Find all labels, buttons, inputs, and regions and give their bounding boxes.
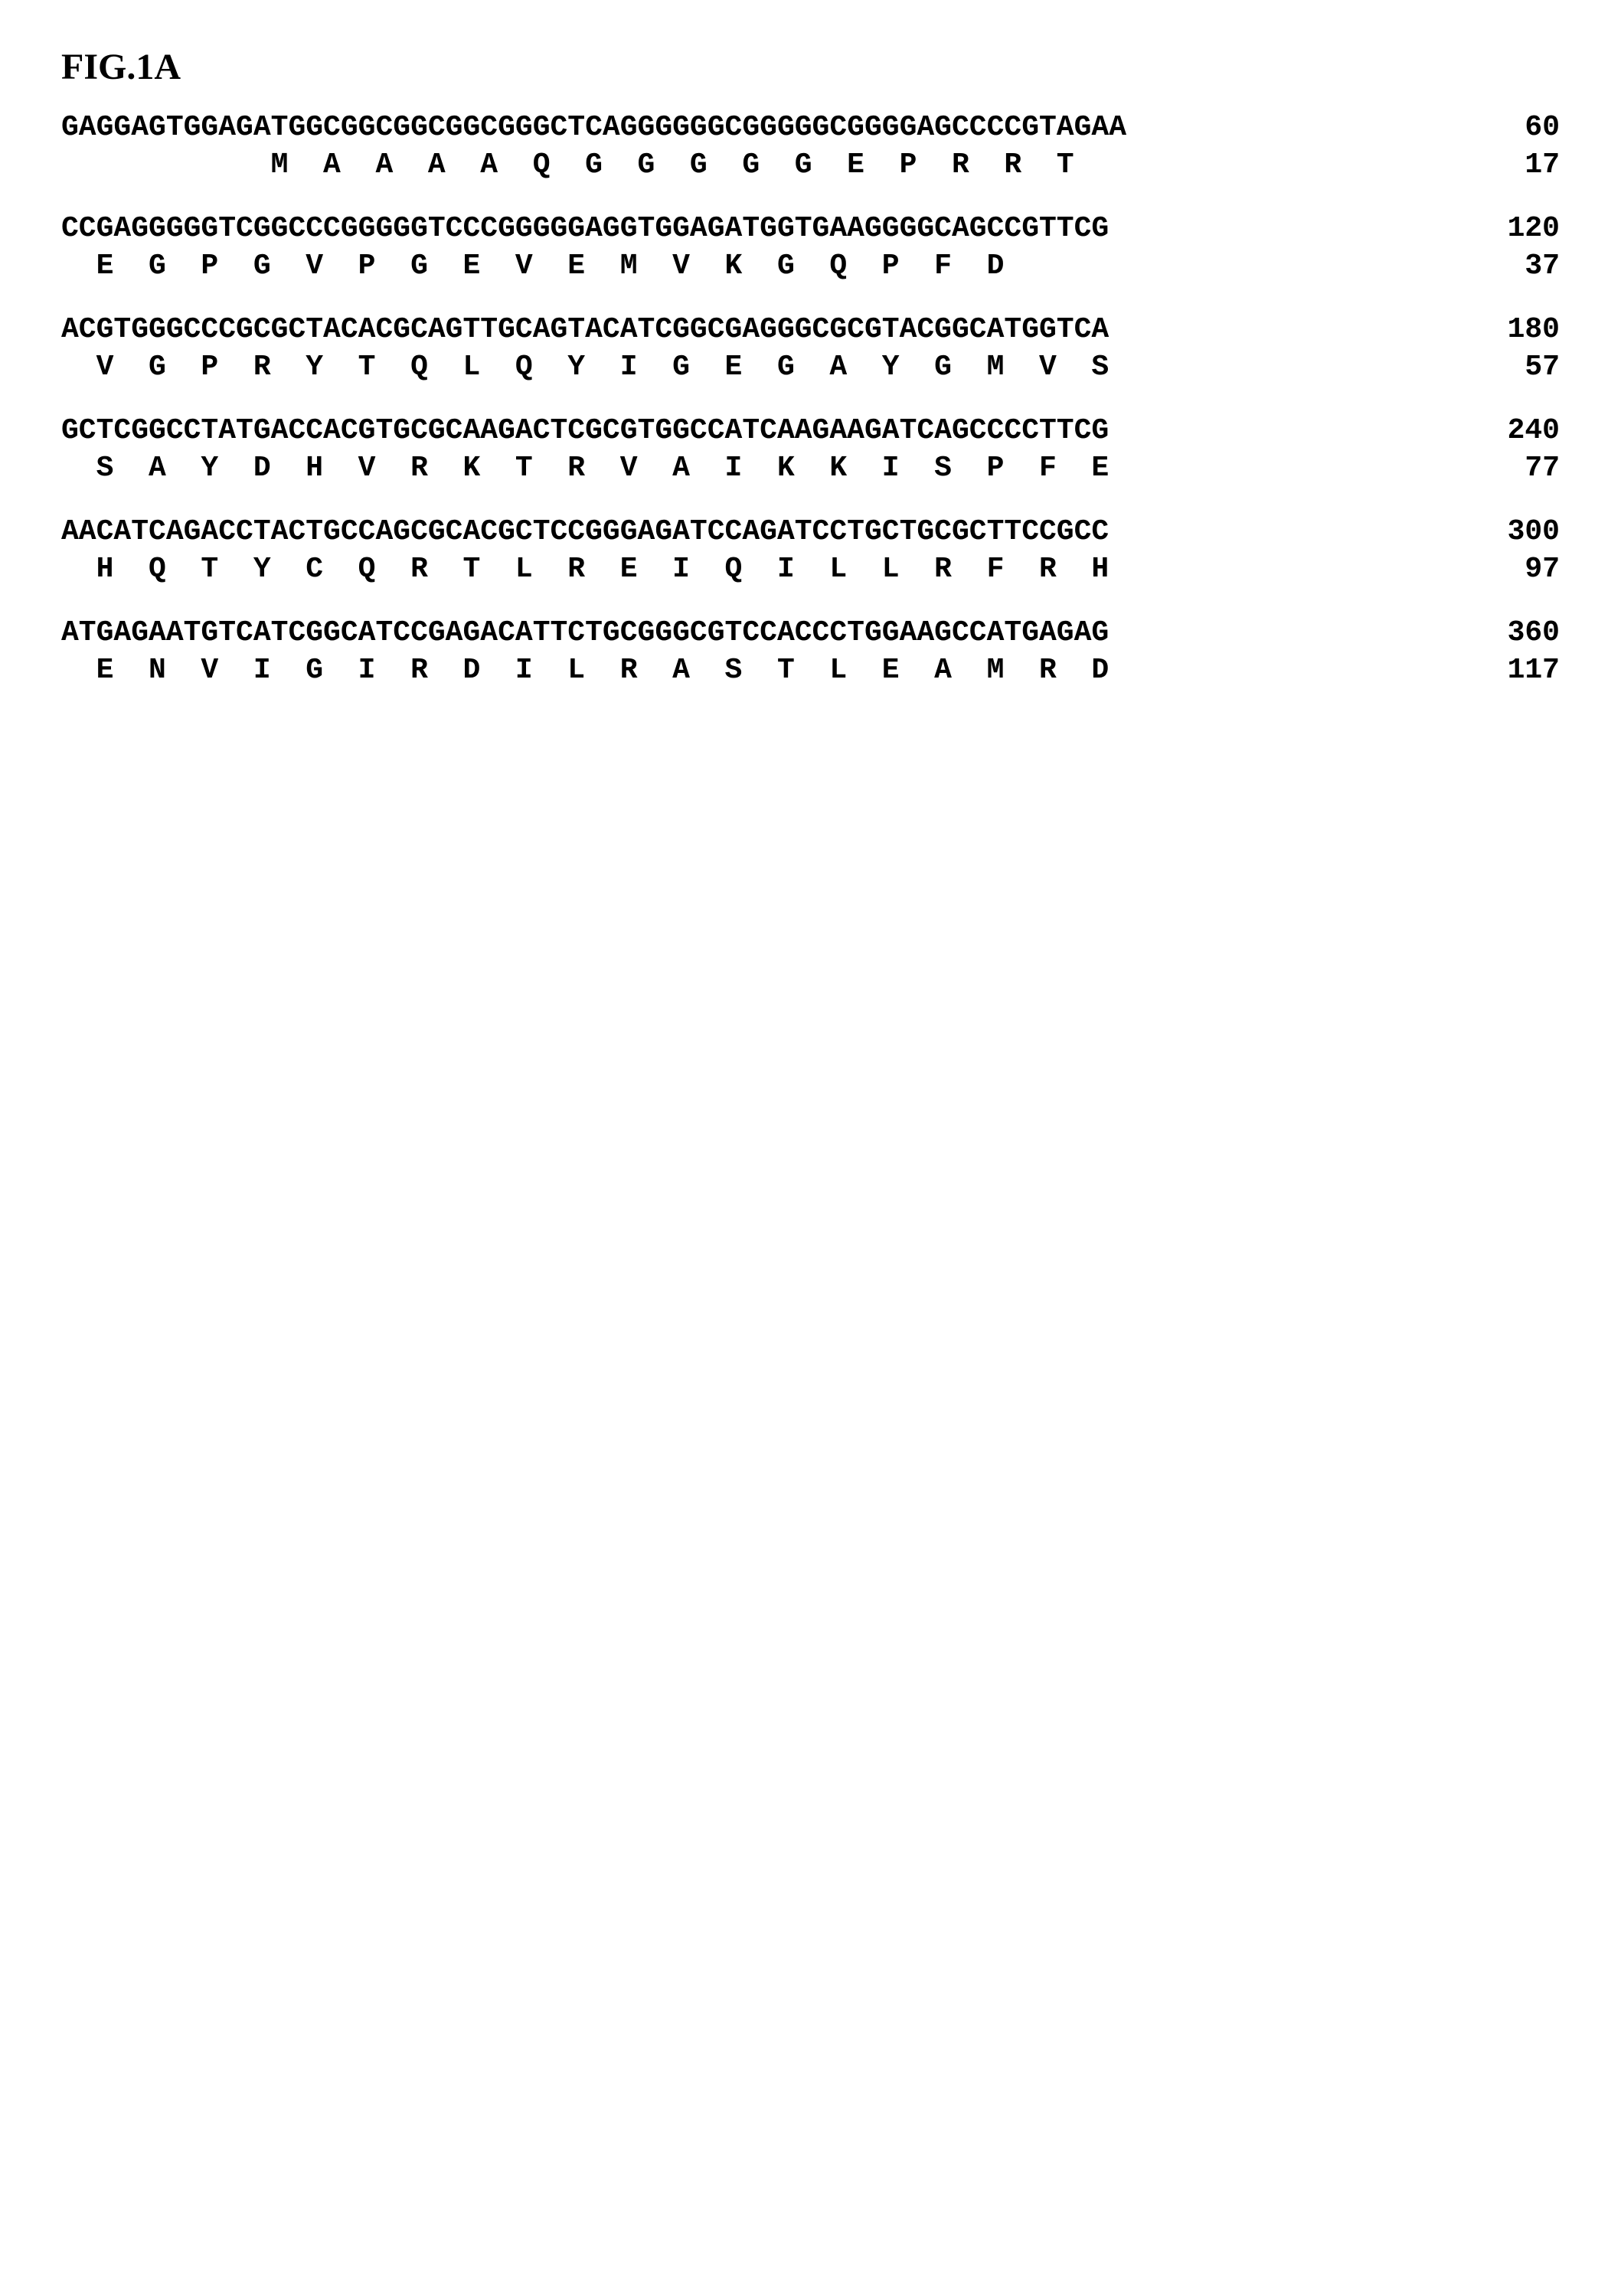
nucleotide-row: ATGAGAATGTCATCGGCATCCGAGACATTCTGCGGGCGTC… — [61, 616, 1560, 649]
amino-acid-sequence: E G P G V P G E V E M V K G Q P F D — [61, 250, 1004, 283]
figure-label: FIG.1A — [61, 46, 1560, 88]
amino-acid-count: 97 — [1491, 553, 1560, 586]
sequence-block: GAGGAGTGGAGATGGCGGCGGCGGCGGGCTCAGGGGGGCG… — [61, 111, 1560, 181]
nucleotide-sequence: CCGAGGGGGTCGGCCCGGGGGTCCCGGGGGAGGTGGAGAT… — [61, 212, 1109, 245]
nucleotide-sequence: ACGTGGGCCCGCGCTACACGCAGTTGCAGTACATCGGCGA… — [61, 313, 1109, 346]
nucleotide-count: 180 — [1491, 313, 1560, 346]
nucleotide-count: 300 — [1491, 515, 1560, 548]
amino-acid-count: 17 — [1491, 149, 1560, 181]
nucleotide-sequence: AACATCAGACCTACTGCCAGCGCACGCTCCGGGAGATCCA… — [61, 515, 1109, 548]
sequence-block: AACATCAGACCTACTGCCAGCGCACGCTCCGGGAGATCCA… — [61, 515, 1560, 586]
nucleotide-row: AACATCAGACCTACTGCCAGCGCACGCTCCGGGAGATCCA… — [61, 515, 1560, 548]
amino-acid-count: 117 — [1491, 654, 1560, 687]
amino-acid-count: 77 — [1491, 452, 1560, 485]
amino-acid-row: E N V I G I R D I L R A S T L E A M R D 1… — [61, 654, 1560, 687]
sequence-block: GCTCGGCCTATGACCACGTGCGCAAGACTCGCGTGGCCAT… — [61, 414, 1560, 485]
sequence-block: CCGAGGGGGTCGGCCCGGGGGTCCCGGGGGAGGTGGAGAT… — [61, 212, 1560, 283]
amino-acid-sequence: S A Y D H V R K T R V A I K K I S P F E — [61, 452, 1109, 485]
amino-acid-row: E G P G V P G E V E M V K G Q P F D 37 — [61, 250, 1560, 283]
nucleotide-sequence: ATGAGAATGTCATCGGCATCCGAGACATTCTGCGGGCGTC… — [61, 616, 1109, 649]
sequence-block: ACGTGGGCCCGCGCTACACGCAGTTGCAGTACATCGGCGA… — [61, 313, 1560, 384]
amino-acid-count: 37 — [1491, 250, 1560, 283]
nucleotide-sequence: GAGGAGTGGAGATGGCGGCGGCGGCGGGCTCAGGGGGGCG… — [61, 111, 1126, 144]
amino-acid-row: S A Y D H V R K T R V A I K K I S P F E 7… — [61, 452, 1560, 485]
nucleotide-count: 240 — [1491, 414, 1560, 447]
amino-acid-count: 57 — [1491, 351, 1560, 384]
amino-acid-sequence: V G P R Y T Q L Q Y I G E G A Y G M V S — [61, 351, 1109, 384]
nucleotide-row: ACGTGGGCCCGCGCTACACGCAGTTGCAGTACATCGGCGA… — [61, 313, 1560, 346]
amino-acid-row: V G P R Y T Q L Q Y I G E G A Y G M V S 5… — [61, 351, 1560, 384]
nucleotide-count: 120 — [1491, 212, 1560, 245]
amino-acid-row: H Q T Y C Q R T L R E I Q I L L R F R H 9… — [61, 553, 1560, 586]
amino-acid-sequence: E N V I G I R D I L R A S T L E A M R D — [61, 654, 1109, 687]
nucleotide-row: GAGGAGTGGAGATGGCGGCGGCGGCGGGCTCAGGGGGGCG… — [61, 111, 1560, 144]
sequence-block: ATGAGAATGTCATCGGCATCCGAGACATTCTGCGGGCGTC… — [61, 616, 1560, 687]
amino-acid-row: M A A A A Q G G G G G E P R R T 17 — [61, 149, 1560, 181]
nucleotide-row: GCTCGGCCTATGACCACGTGCGCAAGACTCGCGTGGCCAT… — [61, 414, 1560, 447]
amino-acid-sequence: H Q T Y C Q R T L R E I Q I L L R F R H — [61, 553, 1109, 586]
nucleotide-sequence: GCTCGGCCTATGACCACGTGCGCAAGACTCGCGTGGCCAT… — [61, 414, 1109, 447]
sequence-container: GAGGAGTGGAGATGGCGGCGGCGGCGGGCTCAGGGGGGCG… — [61, 111, 1560, 687]
nucleotide-count: 360 — [1491, 616, 1560, 649]
nucleotide-row: CCGAGGGGGTCGGCCCGGGGGTCCCGGGGGAGGTGGAGAT… — [61, 212, 1560, 245]
amino-acid-sequence: M A A A A Q G G G G G E P R R T — [61, 149, 1074, 181]
nucleotide-count: 60 — [1491, 111, 1560, 144]
